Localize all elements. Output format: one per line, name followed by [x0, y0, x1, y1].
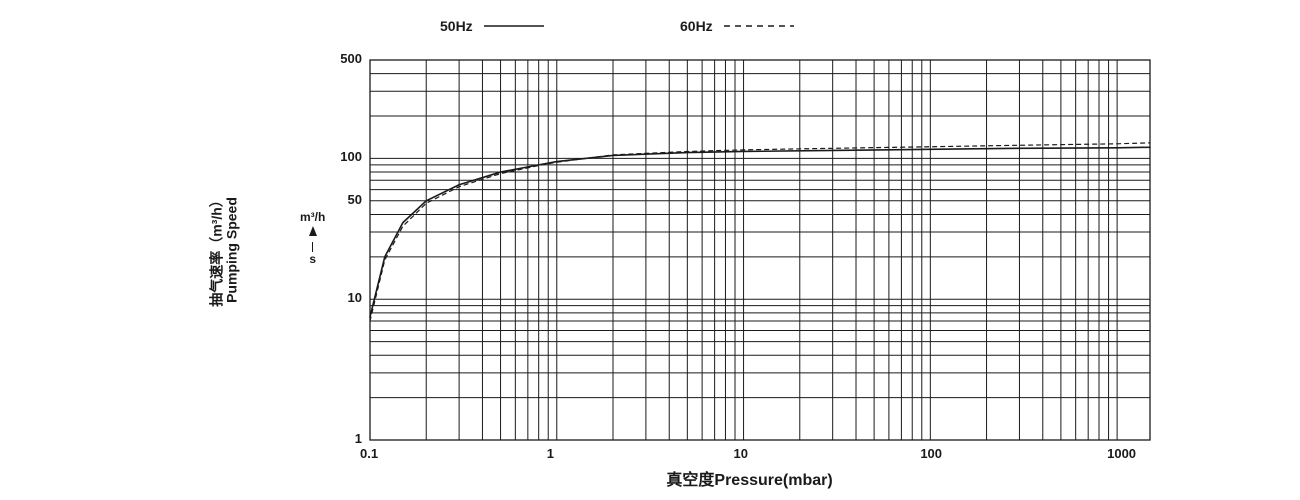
- y-tick-label: 500: [340, 51, 362, 66]
- legend-label-60hz: 60Hz: [680, 18, 713, 34]
- arrow-up-icon: [309, 226, 317, 236]
- y-tick-label: 10: [348, 290, 362, 305]
- legend-item-50hz: 50Hz: [440, 18, 549, 34]
- x-tick-label: 10: [734, 446, 748, 461]
- unit-top: m³/h: [300, 210, 325, 224]
- unit-bottom: s: [300, 252, 325, 266]
- chart-container: 抽气速率（m³/h） Pumping Speed m³/h s 50Hz 60H…: [0, 0, 1300, 500]
- y-tick-label: 100: [340, 149, 362, 164]
- y-axis-label: 抽气速率（m³/h） Pumping Speed: [210, 193, 241, 307]
- y-tick-label: 1: [355, 431, 362, 446]
- x-tick-label: 100: [920, 446, 942, 461]
- x-axis-label: 真空度Pressure(mbar): [666, 466, 832, 490]
- y-axis-unit: m³/h s: [300, 210, 325, 266]
- chart-svg: [0, 0, 1300, 500]
- legend-label-50hz: 50Hz: [440, 18, 473, 34]
- x-tick-label: 1: [547, 446, 554, 461]
- y-axis-label-line2: Pumping Speed: [225, 193, 240, 307]
- legend-item-60hz: 60Hz: [680, 18, 799, 34]
- x-tick-label: 0.1: [360, 446, 378, 461]
- y-tick-label: 50: [348, 192, 362, 207]
- y-axis-label-line1: 抽气速率（m³/h）: [210, 193, 225, 307]
- x-tick-label: 1000: [1107, 446, 1136, 461]
